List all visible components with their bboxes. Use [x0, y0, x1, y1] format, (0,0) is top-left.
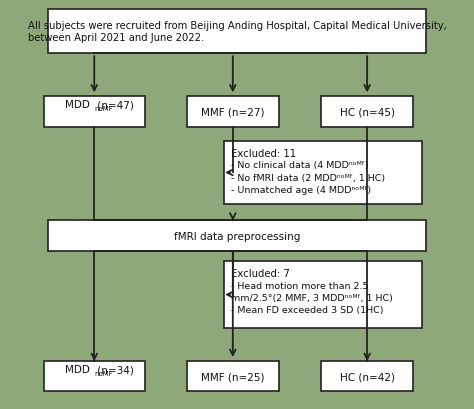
Text: Excluded: 7: Excluded: 7 — [231, 269, 290, 279]
Text: - Head motion more than 2.5: - Head motion more than 2.5 — [231, 281, 368, 290]
Text: MDD: MDD — [65, 100, 90, 110]
FancyBboxPatch shape — [187, 361, 279, 391]
Text: - Unmatched age (4 MDDⁿᵒᴹᶠ): - Unmatched age (4 MDDⁿᵒᴹᶠ) — [231, 185, 371, 194]
Text: fMRI data preprocessing: fMRI data preprocessing — [174, 231, 300, 241]
FancyBboxPatch shape — [44, 361, 145, 391]
FancyBboxPatch shape — [321, 97, 413, 127]
Text: All subjects were recruited from Beijing Anding Hospital, Capital Medical Univer: All subjects were recruited from Beijing… — [27, 21, 447, 43]
Text: - No fMRI data (2 MDDⁿᵒᴹᶠ, 1 HC): - No fMRI data (2 MDDⁿᵒᴹᶠ, 1 HC) — [231, 173, 385, 182]
Text: HC (n=42): HC (n=42) — [340, 371, 395, 381]
FancyBboxPatch shape — [48, 221, 426, 251]
FancyBboxPatch shape — [321, 361, 413, 391]
Text: (n=34): (n=34) — [94, 364, 134, 374]
Text: - No clinical data (4 MDDⁿᵒᴹᶠ): - No clinical data (4 MDDⁿᵒᴹᶠ) — [231, 161, 368, 170]
Text: HC (n=45): HC (n=45) — [340, 107, 395, 117]
Text: MDD: MDD — [65, 364, 90, 374]
Text: noMF: noMF — [94, 370, 113, 376]
Text: mm/2.5°(2 MMF, 3 MDDⁿᵒᴹᶠ, 1 HC): mm/2.5°(2 MMF, 3 MDDⁿᵒᴹᶠ, 1 HC) — [231, 293, 392, 302]
Text: MMF (n=27): MMF (n=27) — [201, 107, 264, 117]
FancyBboxPatch shape — [44, 97, 145, 127]
Text: Excluded: 11: Excluded: 11 — [231, 149, 296, 159]
FancyBboxPatch shape — [224, 261, 422, 328]
FancyBboxPatch shape — [48, 9, 426, 54]
Text: - Mean FD exceeded 3 SD (1HC): - Mean FD exceeded 3 SD (1HC) — [231, 305, 383, 314]
Text: noMF: noMF — [94, 106, 113, 112]
Text: MMF (n=25): MMF (n=25) — [201, 371, 264, 381]
FancyBboxPatch shape — [187, 97, 279, 127]
FancyBboxPatch shape — [224, 142, 422, 204]
Text: (n=47): (n=47) — [94, 100, 134, 110]
